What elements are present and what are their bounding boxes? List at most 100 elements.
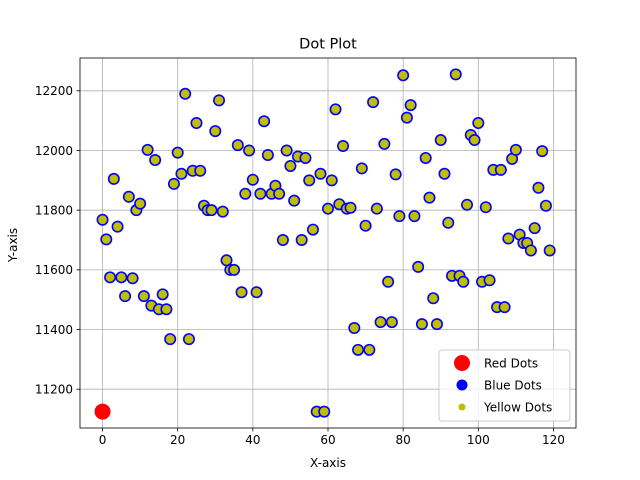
data-point — [370, 202, 383, 215]
data-point — [107, 172, 120, 185]
data-point — [449, 68, 462, 81]
data-point — [344, 201, 357, 214]
data-point — [419, 151, 432, 164]
data-point — [216, 205, 229, 218]
data-point — [318, 405, 331, 418]
data-point — [258, 115, 271, 128]
data-point — [295, 234, 308, 247]
x-tick-label: 60 — [320, 433, 335, 447]
y-tick-label: 12000 — [35, 144, 73, 158]
x-tick-label: 100 — [467, 433, 490, 447]
legend-blue-marker — [456, 379, 468, 391]
data-point — [228, 263, 241, 276]
data-point — [483, 274, 496, 287]
legend-yellow-marker — [458, 403, 466, 411]
legend-box — [438, 349, 571, 422]
data-point — [104, 271, 117, 284]
data-point — [156, 288, 169, 301]
red-data-point — [94, 403, 111, 420]
data-point — [359, 219, 372, 232]
data-point — [122, 190, 135, 203]
data-point — [502, 232, 515, 245]
x-tick-label: 20 — [170, 433, 185, 447]
data-point — [288, 194, 301, 207]
data-point — [254, 187, 267, 200]
data-point — [355, 162, 368, 175]
data-point — [179, 87, 192, 100]
data-point — [536, 145, 549, 158]
data-point — [430, 318, 443, 331]
data-point — [276, 234, 289, 247]
data-point — [164, 333, 177, 346]
data-point — [119, 290, 132, 303]
data-point — [329, 103, 342, 116]
y-tick-label: 11800 — [35, 203, 73, 217]
data-point — [306, 223, 319, 236]
data-point — [479, 201, 492, 214]
data-point — [126, 272, 139, 285]
data-point — [261, 148, 274, 161]
data-point — [239, 187, 252, 200]
data-point — [182, 333, 195, 346]
data-point — [415, 318, 428, 331]
legend-label: Blue Dots — [484, 379, 542, 393]
data-point — [434, 134, 447, 147]
data-point — [352, 343, 365, 356]
data-point — [190, 117, 203, 130]
data-point — [171, 146, 184, 159]
data-point — [543, 244, 556, 257]
data-point — [209, 125, 222, 138]
chart-title: Dot Plot — [299, 37, 357, 53]
data-point — [137, 290, 150, 303]
data-point — [532, 181, 545, 194]
x-tick-label: 0 — [99, 433, 107, 447]
data-point — [273, 187, 286, 200]
data-point — [284, 160, 297, 173]
data-point — [400, 111, 413, 124]
data-point — [367, 96, 380, 109]
x-tick-label: 80 — [396, 433, 411, 447]
data-point — [303, 174, 316, 187]
data-point — [160, 303, 173, 316]
data-point — [509, 143, 522, 156]
data-point — [111, 220, 124, 233]
data-point — [412, 260, 425, 273]
y-tick-label: 11200 — [35, 383, 73, 397]
data-point — [100, 233, 113, 246]
data-point — [363, 343, 376, 356]
x-axis-label: X-axis — [310, 456, 346, 470]
x-tick-label: 40 — [245, 433, 260, 447]
data-point — [250, 286, 263, 299]
data-point — [468, 134, 481, 147]
data-point — [194, 164, 207, 177]
plot-area: 0 20 40 60 80 100 120 11200 11400 11600 11800 12000… — [35, 57, 577, 447]
data-point — [461, 198, 474, 211]
data-point — [498, 301, 511, 314]
data-point — [235, 286, 248, 299]
legend: Red Dots Blue Dots Yellow Dots — [438, 349, 571, 422]
data-point — [299, 151, 312, 164]
data-point — [321, 202, 334, 215]
data-point — [524, 244, 537, 257]
data-point — [539, 199, 552, 212]
data-point — [408, 210, 421, 223]
y-tick-label: 12200 — [35, 84, 73, 98]
data-point — [96, 213, 109, 226]
data-point — [280, 144, 293, 157]
data-point — [325, 174, 338, 187]
data-point — [134, 197, 147, 210]
data-point — [442, 216, 455, 229]
data-point — [438, 167, 451, 180]
data-point — [472, 117, 485, 130]
data-point — [231, 139, 244, 152]
y-axis-label: Y-axis — [6, 228, 20, 263]
data-point — [397, 69, 410, 82]
x-tick-label: 120 — [542, 433, 565, 447]
data-point — [528, 222, 541, 235]
data-point — [246, 173, 259, 186]
data-point — [243, 144, 256, 157]
y-tick-label: 11400 — [35, 323, 73, 337]
data-point — [457, 275, 470, 288]
data-point — [213, 94, 226, 107]
